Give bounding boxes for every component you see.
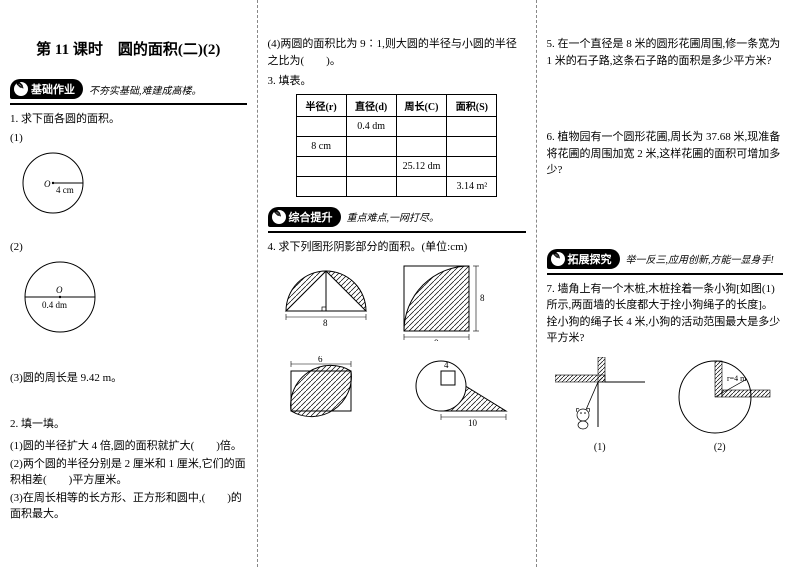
q2-1: (1)圆的半径扩大 4 倍,圆的面积就扩大( )倍。 xyxy=(10,437,247,453)
diagram-leaf: 6 xyxy=(276,356,376,426)
diagram-dog-corner xyxy=(555,357,645,437)
cell xyxy=(447,136,497,156)
cell xyxy=(346,176,396,196)
pencil-icon xyxy=(14,82,28,96)
th-d: 直径(d) xyxy=(346,94,396,116)
cell xyxy=(346,156,396,176)
diagram-dog-range: r=4 m xyxy=(665,357,775,437)
badge-synth: 综合提升 xyxy=(268,207,341,227)
badge-basic: 基础作业 xyxy=(10,79,83,99)
cell: 25.12 dm xyxy=(396,156,447,176)
r-label: r=4 m xyxy=(727,374,747,383)
badge-explore-label: 拓展探究 xyxy=(568,251,612,267)
diagram-circle-triangle: 4 10 xyxy=(406,351,526,426)
divider xyxy=(547,273,784,275)
th-c: 周长(C) xyxy=(396,94,447,116)
radius-label: 4 cm xyxy=(56,185,74,195)
diagram-row-1: 8 8 8 xyxy=(276,261,526,341)
subtitle-basic: 不夯实基础,难建成高楼。 xyxy=(89,82,202,97)
divider xyxy=(10,103,247,105)
fill-table: 半径(r) 直径(d) 周长(C) 面积(S) 0.4 dm 8 cm 25 xyxy=(296,94,498,197)
section-explore: 拓展探究 举一反三,应用创新,方能一显身手! xyxy=(547,249,784,269)
q4: 4. 求下列图形阴影部分的面积。(单位:cm) xyxy=(268,239,526,256)
diagram-explore-row: (1) r=4 m (2) xyxy=(547,357,784,453)
subtitle-explore: 举一反三,应用创新,方能一显身手! xyxy=(626,251,774,266)
dim-10: 10 xyxy=(468,418,478,426)
cell: 3.14 m² xyxy=(447,176,497,196)
q1-2: (2) xyxy=(10,241,247,253)
cell xyxy=(346,136,396,156)
cell xyxy=(396,176,447,196)
section-synth: 综合提升 重点难点,一网打尽。 xyxy=(268,207,526,227)
q6: 6. 植物园有一个圆形花圃,周长为 37.68 米,现准备将花圃的周围加宽 2 … xyxy=(547,129,784,179)
dim-8bh: 8 xyxy=(480,293,485,303)
q2-3: (3)在周长相等的长方形、正方形和圆中,( )的面积最大。 xyxy=(10,489,247,521)
cell xyxy=(396,116,447,136)
cell xyxy=(396,136,447,156)
fig1-caption: (1) xyxy=(555,442,645,453)
q1: 1. 求下面各圆的面积。 xyxy=(10,111,247,128)
badge-synth-label: 综合提升 xyxy=(289,209,333,225)
diagram-circle-radius: O 4 cm xyxy=(18,148,247,221)
subtitle-synth: 重点难点,一网打尽。 xyxy=(347,209,440,224)
q2-4: (4)两圆的面积比为 9∶1,则大圆的半径与小圆的半径之比为( )。 xyxy=(268,36,526,69)
q3: 3. 填表。 xyxy=(268,73,526,90)
th-s: 面积(S) xyxy=(447,94,497,116)
diagram-row-2: 6 4 10 xyxy=(276,351,526,426)
center-o2: O xyxy=(56,285,63,295)
q5: 5. 在一个直径是 8 米的圆形花圃周围,修一条宽为 1 米的石子路,这条石子路… xyxy=(547,36,784,69)
divider xyxy=(268,231,526,233)
cell xyxy=(296,156,346,176)
q2-2: (2)两个圆的半径分别是 2 厘米和 1 厘米,它们的面积相差( )平方厘米。 xyxy=(10,455,247,487)
badge-explore: 拓展探究 xyxy=(547,249,620,269)
dim-4: 4 xyxy=(444,360,449,370)
fig2-caption: (2) xyxy=(665,442,775,453)
th-r: 半径(r) xyxy=(296,94,346,116)
diagram-semicircle-triangle: 8 xyxy=(276,261,376,331)
cell xyxy=(447,116,497,136)
pencil-icon xyxy=(272,210,286,224)
cell xyxy=(296,176,346,196)
brush-icon xyxy=(551,252,565,266)
q2: 2. 填一填。 xyxy=(10,416,247,433)
diameter-label: 0.4 dm xyxy=(42,300,67,310)
cell xyxy=(447,156,497,176)
q1-1: (1) xyxy=(10,132,247,144)
center-o: O xyxy=(44,179,51,189)
diagram-circle-diameter: O 0.4 dm xyxy=(18,257,247,340)
cell: 8 cm xyxy=(296,136,346,156)
dim-6: 6 xyxy=(318,356,323,364)
badge-basic-label: 基础作业 xyxy=(31,81,75,97)
dim-8a: 8 xyxy=(323,318,328,328)
diagram-square-minus-quarter: 8 8 xyxy=(394,261,494,341)
section-basic: 基础作业 不夯实基础,难建成高楼。 xyxy=(10,79,247,99)
q7: 7. 墙角上有一个木桩,木桩拴着一条小狗[如图(1)所示,两面墙的长度都大于拴小… xyxy=(547,281,784,347)
q1-3: (3)圆的周长是 9.42 m。 xyxy=(10,370,247,387)
dim-8b: 8 xyxy=(434,338,439,341)
page-title: 第 11 课时 圆的面积(二)(2) xyxy=(10,38,247,59)
cell: 0.4 dm xyxy=(346,116,396,136)
cell xyxy=(296,116,346,136)
